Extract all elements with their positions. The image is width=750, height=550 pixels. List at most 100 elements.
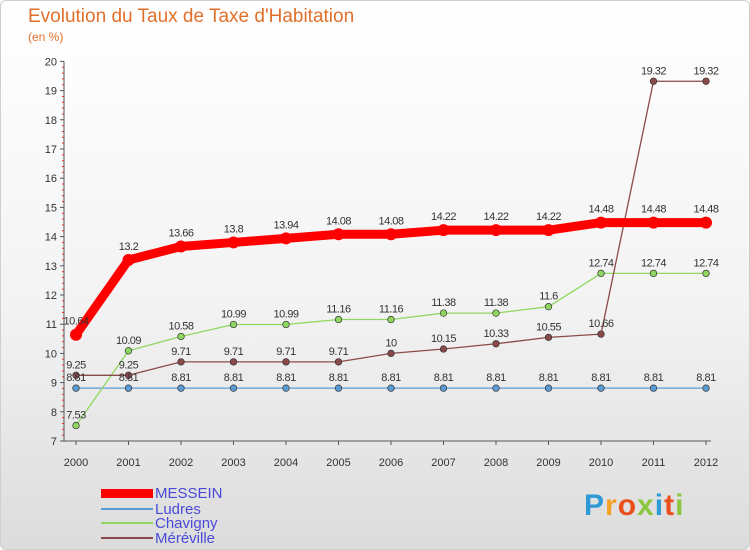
data-label-chavigny: 10.58	[168, 320, 193, 332]
proxiti-logo: Proxiti	[584, 489, 684, 523]
y-tick-label: 16	[45, 173, 57, 185]
x-tick-label: 2007	[431, 457, 455, 469]
data-label-mereville: 10.15	[431, 333, 456, 345]
data-label-messein: 14.08	[378, 215, 403, 227]
data-label-ludres: 8.81	[434, 372, 454, 384]
data-point-ludres	[492, 384, 500, 392]
data-label-mereville: 9.25	[66, 359, 86, 371]
y-tick-label: 19	[45, 86, 57, 98]
data-point-messein	[542, 224, 555, 237]
data-label-messein: 14.08	[326, 215, 351, 227]
data-point-chavigny	[439, 309, 448, 317]
data-label-chavigny: 10.09	[116, 335, 141, 347]
y-tick-label: 8	[51, 407, 57, 419]
y-tick-label: 14	[45, 232, 57, 244]
data-point-mereville	[282, 358, 290, 366]
data-point-messein	[700, 216, 712, 229]
legend-label-chavigny: Chavigny	[155, 515, 218, 532]
data-point-messein	[70, 328, 82, 341]
data-label-mereville: 10.66	[588, 318, 613, 330]
legend-item-messein: MESSEIN	[101, 485, 301, 502]
legend-item-mereville: Méréville	[101, 530, 301, 547]
data-point-chavigny	[72, 421, 80, 430]
data-point-mereville	[177, 358, 185, 366]
data-point-mereville	[597, 330, 605, 338]
data-label-ludres: 8.81	[276, 372, 296, 384]
legend-swatch-mereville	[101, 537, 153, 539]
logo-letter: r	[605, 489, 618, 522]
data-label-mereville: 9.71	[329, 346, 349, 358]
data-label-chavigny: 10.99	[221, 308, 246, 320]
data-label-messein: 13.2	[119, 241, 139, 253]
data-point-mereville	[492, 340, 500, 348]
y-tick-label: 20	[45, 56, 57, 68]
data-label-messein: 14.48	[693, 204, 718, 216]
data-label-chavigny: 11.16	[379, 304, 404, 316]
legend-item-ludres: Ludres	[101, 501, 301, 518]
y-tick-label: 17	[45, 144, 57, 156]
data-point-messein	[647, 216, 660, 229]
data-point-ludres	[124, 384, 133, 392]
data-point-chavigny	[544, 303, 553, 311]
data-label-mereville: 19.32	[693, 65, 718, 77]
data-point-messein	[227, 236, 240, 249]
data-label-chavigny: 10.99	[273, 308, 298, 320]
data-label-chavigny: 12.74	[641, 257, 666, 269]
data-label-ludres: 8.81	[696, 372, 716, 384]
data-label-messein: 14.48	[588, 204, 613, 216]
y-tick-label: 18	[45, 115, 57, 127]
data-label-ludres: 8.81	[644, 372, 664, 384]
y-tick-label: 9	[51, 378, 57, 390]
data-label-messein: 10.64	[63, 316, 88, 328]
data-point-mereville	[72, 371, 80, 379]
legend-item-chavigny: Chavigny	[101, 515, 301, 532]
logo-letter: t	[664, 489, 676, 522]
x-tick-label: 2005	[326, 457, 350, 469]
data-point-messein	[332, 228, 345, 241]
data-point-messein	[385, 228, 397, 241]
x-tick-label: 2004	[274, 457, 298, 469]
data-point-mereville	[439, 345, 448, 353]
data-point-messein	[280, 232, 292, 245]
data-label-mereville: 19.32	[641, 65, 666, 77]
data-label-ludres: 8.81	[329, 372, 349, 384]
data-label-ludres: 8.81	[539, 372, 559, 384]
data-point-messein	[437, 224, 450, 237]
data-label-ludres: 8.81	[66, 372, 86, 384]
legend-label-ludres: Ludres	[155, 501, 201, 518]
data-label-ludres: 8.81	[171, 372, 191, 384]
data-label-mereville: 9.71	[171, 346, 191, 358]
data-label-chavigny: 12.74	[588, 257, 613, 269]
y-tick-label: 12	[45, 290, 57, 302]
data-point-chavigny	[387, 315, 395, 324]
logo-letter: i	[654, 489, 665, 522]
data-label-mereville: 10	[385, 337, 397, 349]
legend-label-messein: MESSEIN	[155, 485, 223, 502]
data-point-chavigny	[177, 332, 185, 341]
data-label-ludres: 8.81	[224, 372, 244, 384]
data-point-ludres	[229, 384, 238, 392]
data-point-chavigny	[702, 269, 710, 278]
data-point-mereville	[334, 358, 343, 366]
data-point-messein	[595, 216, 607, 229]
data-point-mereville	[702, 77, 710, 85]
x-tick-label: 2006	[379, 457, 403, 469]
data-label-messein: 14.22	[431, 211, 456, 223]
data-point-ludres	[387, 384, 395, 392]
logo-letter: i	[675, 489, 685, 522]
legend-swatch-ludres	[101, 508, 153, 510]
legend-swatch-chavigny	[101, 522, 153, 524]
data-label-messein: 14.22	[483, 211, 508, 223]
data-point-messein	[175, 240, 187, 253]
x-tick-label: 2011	[642, 457, 666, 469]
data-point-ludres	[72, 384, 80, 392]
x-tick-label: 2003	[221, 457, 245, 469]
data-point-mereville	[124, 371, 133, 379]
data-label-mereville: 9.71	[276, 346, 296, 358]
chart-subtitle: (en %)	[28, 30, 64, 44]
data-label-mereville: 10.55	[536, 321, 561, 333]
chart-title: Evolution du Taux de Taxe d'Habitation	[28, 6, 355, 27]
data-label-messein: 13.66	[168, 228, 193, 240]
x-tick-label: 2008	[484, 457, 508, 469]
data-label-chavigny: 11.6	[539, 291, 558, 303]
